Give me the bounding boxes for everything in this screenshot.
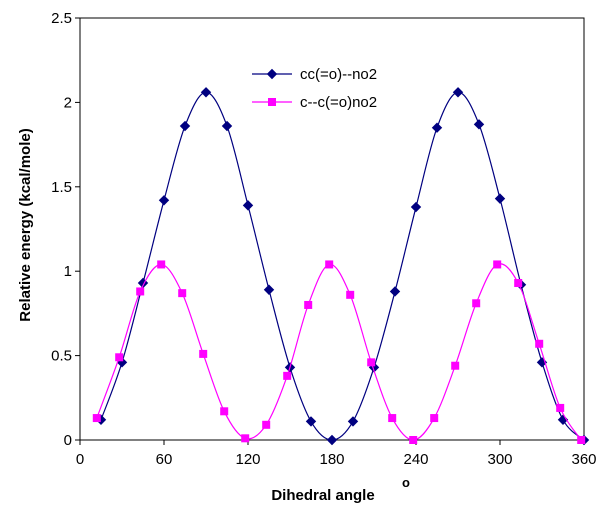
y-tick-label: 2.5: [51, 10, 72, 27]
series-1: [95, 87, 590, 446]
series-2-point: [157, 260, 166, 269]
y-tick-label: 0.5: [51, 348, 72, 365]
series-2-point: [220, 407, 229, 416]
x-tick-label: 300: [487, 451, 512, 468]
series-1-point: [326, 434, 338, 446]
y-axis-title: Relative energy (kcal/mole): [17, 128, 34, 321]
series-2-point: [241, 434, 250, 443]
series-layer: [92, 87, 590, 446]
y-tick-label: 1.5: [51, 179, 72, 196]
series-2-point: [136, 287, 145, 296]
series-1-point: [263, 284, 275, 295]
y-tick-label: 1: [64, 263, 72, 280]
x-axis-title: Dihedral angle: [271, 487, 374, 504]
series-2-point: [283, 371, 292, 380]
series-1-point: [473, 119, 485, 130]
series-2-point: [514, 279, 523, 288]
legend: cc(=o)--no2 c--c(=o)no2: [252, 66, 377, 111]
series-2-point: [367, 358, 376, 367]
series-1-point: [410, 201, 422, 213]
series-1-point: [158, 195, 170, 206]
series-2-point: [178, 289, 187, 298]
y-tick-label: 2: [64, 94, 72, 111]
series-2-point: [346, 290, 355, 299]
series-2-point: [430, 414, 439, 423]
x-axis-title-superscript: o: [402, 475, 410, 490]
x-tick-label: 60: [156, 451, 173, 468]
x-tick-label: 0: [76, 451, 84, 468]
series-1-point: [242, 200, 254, 211]
legend-label: cc(=o)--no2: [300, 66, 377, 83]
series-2-line: [96, 263, 582, 441]
series-2-point: [493, 260, 502, 269]
series-2-point: [115, 353, 124, 362]
legend-marker: [266, 68, 278, 80]
series-1-line: [100, 91, 585, 441]
series-1-point: [200, 87, 212, 98]
series-1-point: [221, 120, 233, 132]
series-2: [92, 260, 586, 444]
series-2-point: [325, 260, 334, 269]
series-2-point: [556, 403, 565, 412]
y-tick-label: 0: [64, 432, 72, 449]
series-2-point: [304, 300, 313, 309]
series-2-point: [577, 436, 586, 444]
series-2-point: [535, 339, 544, 348]
series-2-point: [409, 436, 418, 444]
x-tick-label: 180: [319, 451, 344, 468]
series-2-point: [451, 361, 460, 370]
series-1-point: [389, 286, 401, 297]
series-1-point: [452, 87, 464, 98]
legend-marker: [268, 98, 276, 106]
series-1-point: [494, 193, 506, 204]
series-2-point: [472, 299, 481, 308]
series-1-point: [431, 122, 443, 133]
series-1-point: [347, 416, 359, 427]
series-2-point: [262, 420, 271, 429]
legend-label: c--c(=o)no2: [300, 94, 377, 111]
series-2-point: [388, 414, 397, 423]
x-axis: 0 60 120 180 240 300 360: [76, 440, 597, 468]
series-1-point: [179, 120, 191, 132]
x-tick-label: 360: [571, 451, 596, 468]
series-1-point: [305, 416, 317, 427]
series-2-point: [92, 414, 101, 423]
y-axis: 0 0.5 1 1.5 2 2.5: [51, 10, 80, 449]
x-tick-label: 240: [403, 451, 428, 468]
series-2-point: [199, 349, 208, 358]
x-tick-label: 120: [235, 451, 260, 468]
